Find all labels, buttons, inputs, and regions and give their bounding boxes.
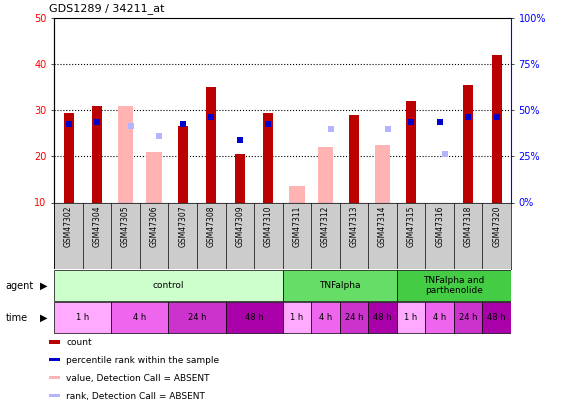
Text: 48 h: 48 h (373, 313, 392, 322)
Text: 48 h: 48 h (245, 313, 263, 322)
Bar (54, 270, 283, 301)
Bar (340, 303, 368, 333)
Text: 4 h: 4 h (133, 313, 147, 322)
Text: agent: agent (6, 281, 34, 290)
Bar (146, 152, 162, 202)
Bar (178, 126, 188, 202)
Bar (425, 303, 454, 333)
Text: GDS1289 / 34211_at: GDS1289 / 34211_at (49, 3, 164, 14)
Text: control: control (152, 281, 184, 290)
Text: GSM47302: GSM47302 (64, 206, 73, 247)
Text: 24 h: 24 h (345, 313, 363, 322)
Bar (118, 106, 134, 202)
Bar (111, 303, 168, 333)
Text: GSM47312: GSM47312 (321, 206, 330, 247)
Bar (49, 341, 60, 343)
Text: value, Detection Call = ABSENT: value, Detection Call = ABSENT (66, 374, 210, 383)
Text: 1 h: 1 h (76, 313, 90, 322)
Text: GSM47304: GSM47304 (93, 206, 102, 247)
Bar (317, 147, 333, 202)
Bar (283, 303, 311, 333)
Text: GSM47315: GSM47315 (407, 206, 416, 247)
Text: TNFalpha: TNFalpha (319, 281, 360, 290)
Text: GSM47305: GSM47305 (121, 206, 130, 247)
Bar (49, 394, 60, 397)
Bar (92, 106, 102, 202)
Bar (168, 303, 226, 333)
Bar (49, 358, 60, 361)
Text: GSM47306: GSM47306 (150, 206, 159, 247)
Bar (406, 101, 416, 202)
Bar (54, 303, 111, 333)
Text: 1 h: 1 h (404, 313, 418, 322)
Bar (482, 303, 511, 333)
Bar (463, 85, 473, 202)
Bar (492, 55, 502, 202)
Bar (375, 145, 391, 202)
Text: 1 h: 1 h (290, 313, 304, 322)
Bar (63, 113, 74, 202)
Text: GSM47320: GSM47320 (492, 206, 501, 247)
Text: percentile rank within the sample: percentile rank within the sample (66, 356, 219, 365)
Bar (397, 270, 511, 301)
Text: 4 h: 4 h (319, 313, 332, 322)
Text: 48 h: 48 h (488, 313, 506, 322)
Bar (49, 376, 60, 379)
Bar (206, 87, 216, 202)
Bar (349, 115, 359, 202)
Text: GSM47314: GSM47314 (378, 206, 387, 247)
Text: 24 h: 24 h (188, 313, 206, 322)
Bar (397, 303, 425, 333)
Bar (454, 303, 482, 333)
Text: GSM47307: GSM47307 (178, 206, 187, 247)
Bar (283, 270, 397, 301)
Text: TNFalpha and
parthenolide: TNFalpha and parthenolide (423, 276, 485, 295)
Text: GSM47310: GSM47310 (264, 206, 273, 247)
Bar (289, 186, 305, 202)
Text: GSM47318: GSM47318 (464, 206, 473, 247)
Text: count: count (66, 339, 92, 347)
Text: GSM47311: GSM47311 (292, 206, 301, 247)
Bar (235, 154, 245, 202)
Text: 24 h: 24 h (459, 313, 477, 322)
Text: GSM47313: GSM47313 (349, 206, 359, 247)
Bar (263, 113, 274, 202)
Text: ▶: ▶ (40, 313, 47, 323)
Text: rank, Detection Call = ABSENT: rank, Detection Call = ABSENT (66, 392, 205, 401)
Text: ▶: ▶ (40, 281, 47, 290)
Bar (226, 303, 283, 333)
Bar (311, 303, 340, 333)
Text: GSM47309: GSM47309 (235, 206, 244, 247)
Text: time: time (6, 313, 28, 323)
Bar (368, 303, 397, 333)
Text: 4 h: 4 h (433, 313, 447, 322)
Text: GSM47316: GSM47316 (435, 206, 444, 247)
Text: GSM47308: GSM47308 (207, 206, 216, 247)
